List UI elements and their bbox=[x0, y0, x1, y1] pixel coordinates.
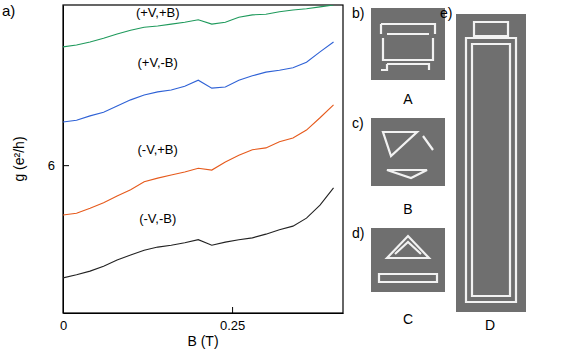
device-label: D bbox=[485, 317, 495, 333]
panel-label: c) bbox=[352, 115, 364, 131]
sem-image bbox=[456, 14, 526, 312]
sem-background bbox=[371, 118, 445, 186]
sem-device bbox=[466, 22, 516, 302]
y-axis: 6 bbox=[48, 6, 69, 314]
sem-image bbox=[371, 8, 445, 80]
y-tick-label: 6 bbox=[48, 158, 55, 173]
x-tick: 0.25 bbox=[220, 307, 245, 333]
panel-label: e) bbox=[440, 5, 452, 21]
x-axis-line bbox=[64, 313, 344, 314]
sem-device bbox=[383, 132, 433, 178]
y-tick-mark bbox=[63, 165, 69, 166]
sem-background bbox=[456, 14, 526, 312]
sem-device bbox=[379, 236, 437, 282]
y-tick: 6 bbox=[48, 158, 69, 173]
panel-label: d) bbox=[352, 225, 364, 241]
series-line bbox=[63, 105, 334, 215]
panel-label: b) bbox=[352, 5, 364, 21]
series-label: (+V,+B) bbox=[136, 5, 180, 20]
x-tick-label: 0.25 bbox=[220, 318, 245, 333]
device-label: C bbox=[403, 311, 413, 327]
figure: 00.256B (T)g (e²/h)a)(+V,+B)(+V,-B)(-V,+… bbox=[0, 0, 561, 354]
device-label: A bbox=[403, 91, 413, 107]
series-line bbox=[63, 188, 334, 278]
series-label: (-V,-B) bbox=[139, 211, 176, 226]
panel-label: a) bbox=[2, 2, 15, 19]
x-tick-label: 0 bbox=[60, 318, 67, 333]
plot-lines bbox=[63, 5, 334, 278]
x-axis: 00.25 bbox=[60, 307, 344, 333]
sem-background bbox=[371, 228, 445, 292]
sem-image bbox=[371, 118, 445, 186]
series-label: (-V,+B) bbox=[138, 142, 178, 157]
x-axis-title: B (T) bbox=[187, 333, 218, 349]
y-axis-title: g (e²/h) bbox=[11, 136, 27, 181]
sem-image bbox=[371, 228, 445, 292]
series-label: (+V,-B) bbox=[138, 55, 178, 70]
device-label: B bbox=[403, 201, 412, 217]
sem-background bbox=[371, 8, 445, 80]
series-line bbox=[63, 5, 334, 47]
plot-frame bbox=[63, 5, 343, 313]
sem-device bbox=[381, 24, 435, 70]
series-line bbox=[63, 42, 334, 122]
y-axis-line bbox=[63, 6, 64, 314]
x-tick-mark bbox=[232, 307, 233, 313]
